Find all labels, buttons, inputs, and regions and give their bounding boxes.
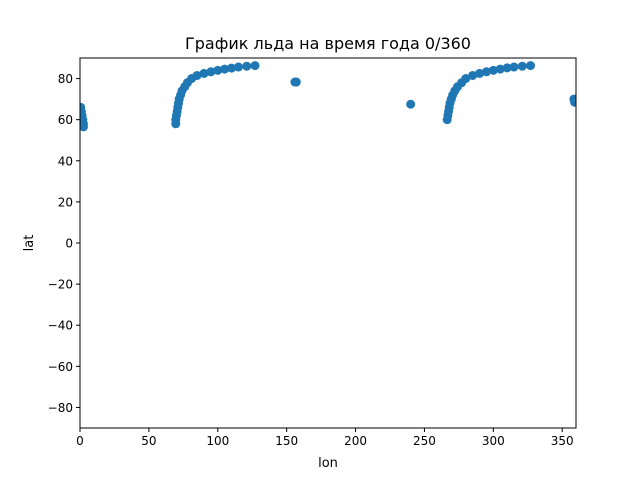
data-point (526, 61, 536, 71)
data-point (495, 64, 505, 74)
x-tick-label: 300 (482, 434, 505, 448)
data-point (475, 68, 485, 78)
data-point (461, 74, 471, 84)
data-point (206, 67, 216, 77)
y-tick-label: −20 (48, 278, 73, 292)
data-points (80, 61, 576, 132)
data-point (192, 70, 202, 80)
y-tick-label: 80 (58, 72, 73, 86)
y-tick-label: −80 (48, 401, 73, 415)
data-point (220, 64, 230, 74)
data-point (502, 63, 512, 73)
x-tick-label: 200 (344, 434, 367, 448)
y-tick-label: −40 (48, 319, 73, 333)
x-tick-label: 350 (551, 434, 574, 448)
data-point (213, 65, 223, 75)
y-tick-label: 20 (58, 195, 73, 209)
y-axis-ticks: −80 −60 −40 −20 0 20 40 60 80 (48, 72, 80, 415)
x-axis-ticks: 0 50 100 150 200 250 300 350 (76, 428, 574, 448)
data-point (488, 65, 498, 75)
y-tick-label: 40 (58, 154, 73, 168)
x-tick-label: 0 (76, 434, 84, 448)
x-tick-label: 250 (413, 434, 436, 448)
data-point (517, 61, 527, 71)
chart-title: График льда на время года 0/360 (185, 34, 471, 53)
data-point (468, 70, 478, 80)
data-point (509, 62, 519, 72)
data-point (233, 62, 243, 72)
data-point (570, 95, 576, 105)
data-point (291, 77, 301, 87)
x-axis-label: lon (318, 456, 338, 471)
data-point (199, 68, 209, 78)
data-point (250, 61, 260, 71)
y-axis-label: lat (22, 235, 37, 252)
y-tick-label: 60 (58, 113, 73, 127)
data-point (80, 122, 88, 132)
x-tick-label: 50 (141, 434, 156, 448)
data-point (481, 67, 491, 77)
x-tick-label: 150 (275, 434, 298, 448)
data-point (242, 61, 252, 71)
data-point (406, 99, 416, 109)
y-tick-label: 0 (65, 237, 73, 251)
data-point (227, 63, 237, 73)
x-tick-label: 100 (206, 434, 229, 448)
y-tick-label: −60 (48, 360, 73, 374)
